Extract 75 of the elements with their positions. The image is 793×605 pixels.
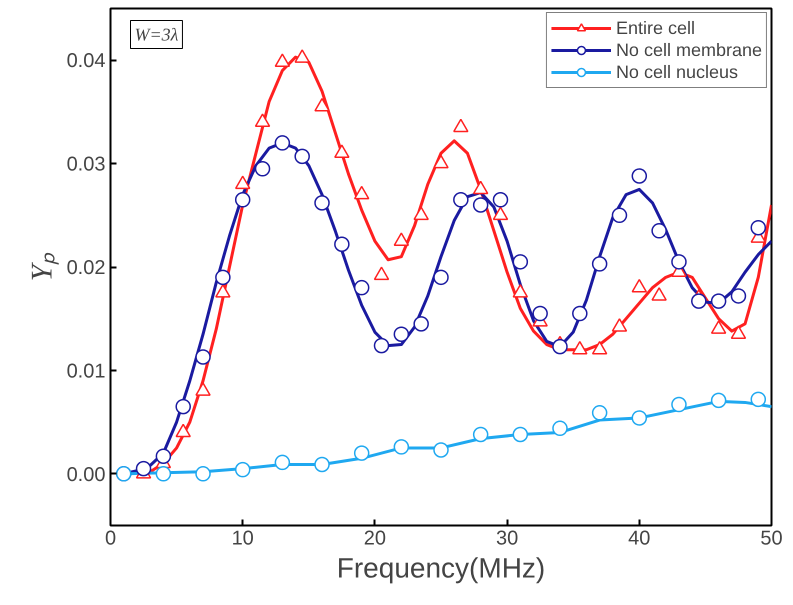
point [234, 192, 250, 208]
point [632, 410, 648, 426]
point [671, 254, 687, 270]
point [453, 118, 469, 132]
point [294, 148, 310, 164]
point [592, 405, 608, 421]
point [274, 135, 290, 151]
legend-label: Entire cell [616, 17, 695, 39]
point [334, 236, 350, 252]
y-axis-title: Yₚ [26, 252, 60, 282]
point [254, 113, 270, 128]
x-tick-label: 30 [496, 528, 518, 550]
point [314, 195, 330, 211]
y-tick-label: 0.04 [66, 50, 106, 72]
point [175, 398, 191, 414]
point [274, 454, 290, 470]
point [294, 49, 310, 63]
x-tick-label: 50 [760, 528, 783, 550]
point [156, 448, 172, 464]
point [632, 168, 648, 184]
point [215, 270, 231, 286]
y-tick-label: 0.02 [66, 257, 106, 279]
point [612, 208, 628, 224]
point [354, 445, 370, 461]
point [136, 460, 152, 476]
point [651, 287, 667, 301]
x-tick-label: 10 [232, 528, 254, 550]
point [552, 338, 568, 354]
point [394, 232, 410, 246]
point [592, 256, 608, 272]
point [413, 206, 429, 220]
point [433, 154, 449, 168]
point [234, 175, 250, 190]
y-tick-label: 0.00 [66, 464, 106, 486]
point [671, 396, 687, 412]
point [334, 144, 350, 158]
point [472, 180, 488, 194]
point [215, 284, 231, 298]
x-tick-label: 40 [628, 528, 650, 550]
point [195, 349, 211, 365]
legend-label: No cell membrane [616, 39, 762, 61]
point [532, 306, 548, 322]
point [374, 266, 390, 280]
x-tick-label: 0 [104, 528, 116, 550]
point [512, 284, 528, 298]
point [354, 186, 370, 200]
annotation: W=3λ [134, 24, 179, 44]
point [512, 426, 528, 442]
point [710, 392, 726, 408]
point [552, 420, 568, 436]
point [234, 462, 250, 478]
legend-label: No cell nucleus [616, 61, 738, 83]
point [472, 197, 488, 213]
point [394, 439, 410, 455]
y-tick-label: 0.01 [66, 360, 106, 382]
point [572, 306, 588, 322]
point [492, 192, 508, 208]
point [413, 316, 429, 332]
point [433, 442, 449, 458]
point [472, 426, 488, 442]
point [314, 98, 330, 112]
point [750, 392, 766, 408]
point [710, 293, 726, 309]
point [750, 220, 766, 236]
point [374, 338, 390, 354]
point [195, 466, 211, 482]
point [691, 293, 707, 309]
point [274, 53, 290, 68]
point [453, 192, 469, 208]
y-tick-label: 0.03 [66, 154, 106, 176]
point [314, 456, 330, 472]
x-axis-title: Frequency(MHz) [336, 552, 546, 584]
x-tick-label: 20 [364, 528, 386, 550]
point [492, 206, 508, 220]
point [156, 466, 172, 482]
